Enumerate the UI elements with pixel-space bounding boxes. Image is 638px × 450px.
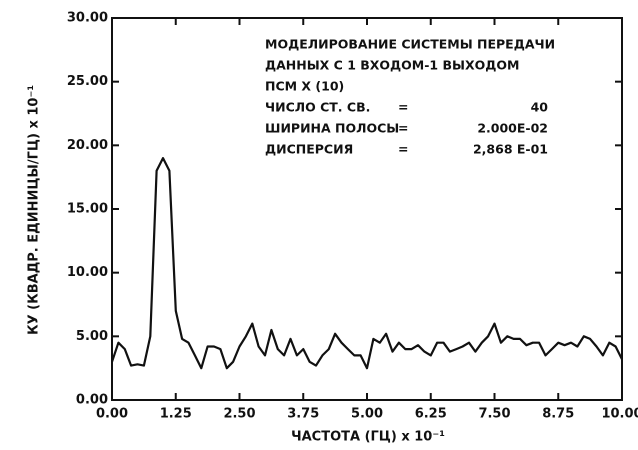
y-tick-label: 30.00 (67, 11, 108, 26)
x-tick-label: 3.75 (287, 407, 319, 422)
x-tick-label: 0.00 (96, 407, 128, 422)
x-tick-label: 10.00 (601, 407, 638, 422)
x-axis-label: ЧАСТОТА (ГЦ) x 10⁻¹ (291, 430, 445, 445)
annotation: ДАННЫХ С 1 ВХОДОМ-1 ВЫХОДОМ (265, 58, 519, 73)
x-tick-label: 2.50 (223, 407, 255, 422)
y-tick-label: 5.00 (76, 329, 108, 344)
data-line (110, 157, 623, 370)
param-name: ШИРИНА ПОЛОСЫ (265, 121, 399, 136)
x-tick-label: 8.75 (542, 407, 574, 422)
param-value: 2.000E-02 (477, 121, 548, 136)
annotation: МОДЕЛИРОВАНИЕ СИСТЕМЫ ПЕРЕДАЧИ (265, 37, 555, 52)
y-tick-label: 15.00 (67, 202, 108, 217)
param-name: ДИСПЕРСИЯ (265, 142, 353, 157)
y-tick-label: 10.00 (67, 265, 108, 280)
x-tick-label: 1.25 (160, 407, 192, 422)
x-tick-label: 6.25 (415, 407, 447, 422)
annotation: ПСМ X (10) (265, 79, 344, 94)
param-sign: = (398, 100, 408, 115)
param-name: ЧИСЛО СТ. СВ. (265, 100, 370, 115)
y-tick-label: 0.00 (76, 393, 108, 408)
y-axis-label: КУ (КВАДР. ЕДИНИЦЫ/ГЦ) x 10⁻¹ (27, 85, 42, 335)
param-value: 40 (531, 100, 549, 115)
param-value: 2,868 E-01 (473, 142, 548, 157)
x-tick-label: 5.00 (351, 407, 383, 422)
x-tick-label: 7.50 (478, 407, 510, 422)
param-sign: = (398, 142, 408, 157)
y-tick-label: 25.00 (67, 74, 108, 89)
param-sign: = (398, 121, 408, 136)
y-tick-label: 20.00 (67, 138, 108, 153)
